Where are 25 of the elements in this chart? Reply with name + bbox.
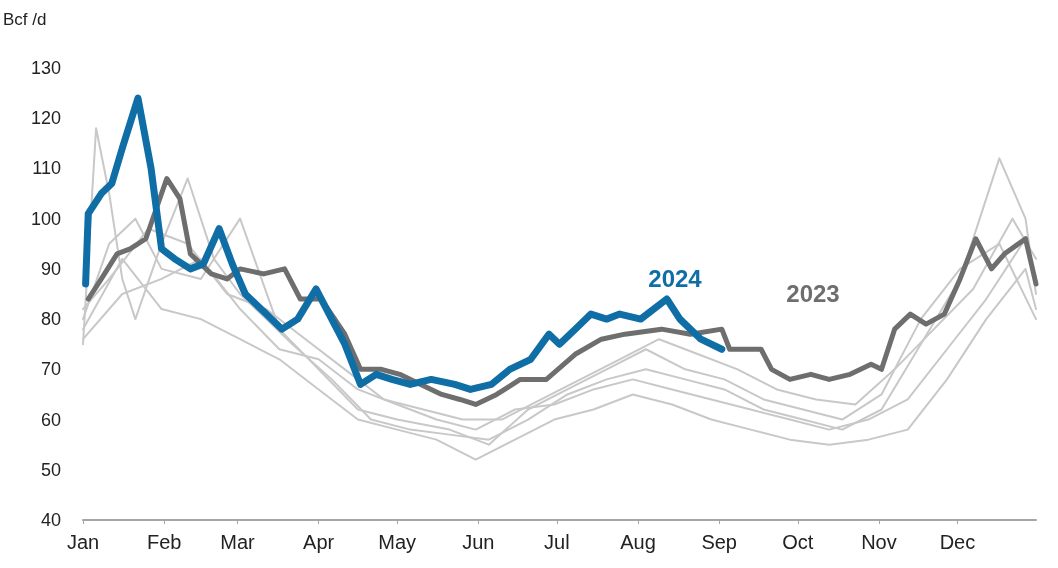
- x-tick-label: Apr: [303, 531, 335, 553]
- x-tick-label: Jun: [462, 531, 495, 553]
- x-tick-label: Oct: [782, 531, 814, 553]
- x-tick-label: Mar: [220, 531, 256, 553]
- y-tick-label: 100: [30, 208, 61, 229]
- y-tick-label: 50: [40, 459, 61, 480]
- y-tick-label: 70: [40, 359, 61, 380]
- y-tick-label: 40: [40, 510, 61, 530]
- y-tick-label: 110: [32, 158, 61, 179]
- x-tick-label: Sep: [701, 531, 737, 553]
- x-tick-label: Nov: [861, 531, 897, 553]
- annotation: 2023: [786, 279, 840, 307]
- x-tick-label: May: [378, 531, 417, 553]
- y-tick-label: 80: [40, 309, 61, 330]
- x-tick-label: Jan: [66, 531, 100, 553]
- y-tick-label: 130: [30, 58, 61, 78]
- x-tick-label: Jul: [544, 531, 570, 553]
- y-tick-label: 60: [40, 409, 61, 430]
- annotation: 2024: [648, 264, 703, 292]
- y-tick-label: 90: [40, 258, 61, 279]
- y-axis-title: Bcf /d: [3, 10, 47, 29]
- x-tick-label: Aug: [620, 531, 656, 553]
- x-tick-label: Feb: [146, 531, 182, 553]
- y-tick-label: 120: [30, 108, 61, 129]
- x-tick-label: Dec: [939, 531, 976, 553]
